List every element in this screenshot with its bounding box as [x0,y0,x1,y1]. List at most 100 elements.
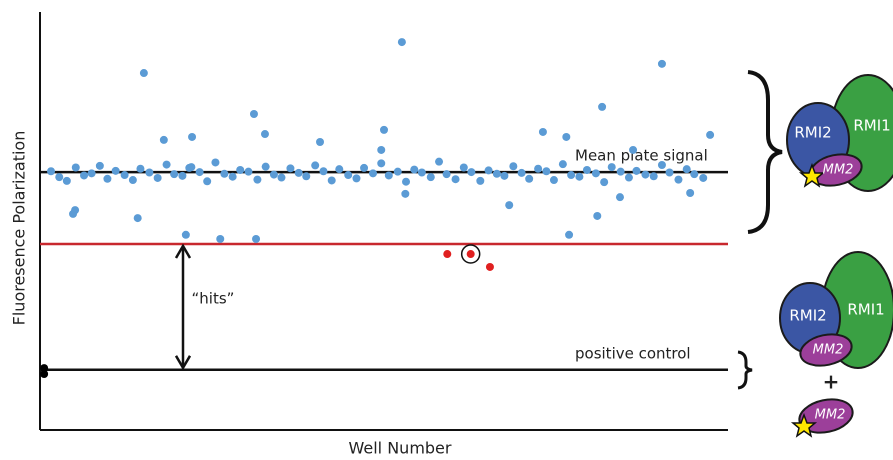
point [185,163,194,172]
point [277,173,286,182]
point [417,168,426,177]
point [632,166,641,175]
point [40,364,49,373]
point [249,109,258,118]
point [542,167,551,176]
point [377,159,386,168]
point [509,162,518,171]
point [600,178,609,187]
point [244,167,253,176]
point [384,171,393,180]
point [195,168,204,177]
brace [747,70,783,234]
point [393,167,402,176]
point [686,188,695,197]
point [335,165,344,174]
point [538,127,547,136]
point [80,171,89,180]
point [145,168,154,177]
point [525,174,534,183]
point [139,69,148,78]
arrow-head [174,355,192,371]
point [549,176,558,185]
point [435,157,444,166]
point [69,209,78,218]
point [327,176,336,185]
point [311,161,320,170]
point [360,163,369,172]
point [484,166,493,175]
point [657,59,666,68]
point [294,168,303,177]
point [615,193,624,202]
brace [737,350,753,390]
range-label: “hits” [192,289,235,307]
point [505,201,514,210]
rmi2-label: RMI2 [789,307,826,325]
point [153,173,162,182]
point [451,175,460,184]
point [178,171,187,180]
point [170,170,179,179]
point [216,234,225,243]
point [443,250,452,259]
point [128,176,137,185]
reference-label: Mean plate signal [575,147,708,165]
point [188,132,197,141]
mm2-shape [799,333,853,367]
point [426,173,435,182]
point [159,135,168,144]
arrow-head [174,243,192,259]
point [87,169,96,178]
point [319,167,328,176]
point [649,172,658,181]
point [47,167,56,176]
point [699,173,708,182]
star [798,162,826,188]
point [466,250,475,259]
point [236,166,245,175]
rmi2-label: RMI2 [794,124,831,142]
star [790,412,818,438]
point [162,160,171,169]
point [657,160,666,169]
point [253,175,262,184]
point [220,169,229,178]
point [598,102,607,111]
point [40,369,49,378]
plus: + [823,370,840,394]
point [344,171,353,180]
point [401,189,410,198]
point [575,172,584,181]
point [607,163,616,172]
point [567,171,576,180]
point [71,163,80,172]
point [492,169,501,178]
point [517,168,526,177]
point [690,170,699,179]
point [377,145,386,154]
point [211,158,220,167]
point [95,161,104,170]
point [442,170,451,179]
point [228,172,237,181]
point [133,214,142,223]
point [500,171,509,180]
point [629,145,638,154]
point [252,234,261,243]
point [260,130,269,139]
reference-label: positive control [575,344,691,362]
point [562,132,571,141]
point [261,162,270,171]
point [62,176,71,185]
point [136,164,145,173]
point [111,166,120,175]
point [103,174,112,183]
y-axis-label: Fluoresence Polarization [10,131,29,326]
x-axis-label: Well Number [349,439,452,458]
point [582,166,591,175]
highlight-ring [460,244,481,264]
point [402,177,411,186]
point [534,164,543,173]
